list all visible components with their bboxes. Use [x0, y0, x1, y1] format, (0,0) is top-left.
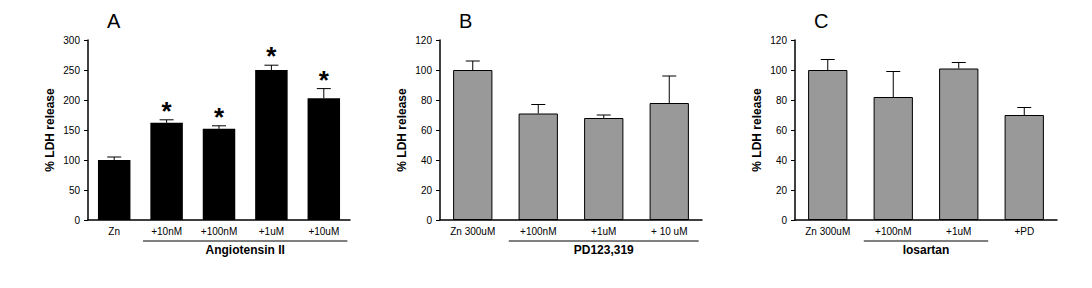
svg-text:+ 10 uM: + 10 uM [651, 226, 687, 237]
svg-text:A: A [107, 10, 121, 32]
svg-text:*: * [214, 102, 225, 132]
svg-text:*: * [162, 96, 173, 126]
svg-text:% LDH release: % LDH release [750, 88, 764, 172]
svg-text:+10uM: +10uM [308, 226, 339, 237]
svg-text:250: 250 [63, 65, 80, 76]
svg-text:*: * [266, 41, 277, 71]
svg-text:+100nM: +100nM [201, 226, 237, 237]
svg-text:200: 200 [63, 95, 80, 106]
svg-text:60: 60 [776, 125, 788, 136]
svg-text:100: 100 [415, 65, 432, 76]
svg-text:Angiotensin II: Angiotensin II [206, 243, 285, 257]
svg-text:20: 20 [776, 185, 788, 196]
svg-text:*: * [319, 65, 330, 95]
svg-text:Zn 300uM: Zn 300uM [450, 226, 495, 237]
svg-text:0: 0 [426, 215, 432, 226]
svg-text:80: 80 [776, 95, 788, 106]
svg-text:60: 60 [421, 125, 433, 136]
svg-text:losartan: losartan [903, 243, 950, 257]
svg-text:80: 80 [421, 95, 433, 106]
svg-text:20: 20 [421, 185, 433, 196]
svg-text:+1uM: +1uM [591, 226, 616, 237]
svg-text:120: 120 [415, 35, 432, 46]
svg-text:300: 300 [63, 35, 80, 46]
svg-text:% LDH release: % LDH release [395, 88, 409, 172]
svg-text:50: 50 [69, 185, 81, 196]
svg-text:+100nM: +100nM [875, 226, 911, 237]
svg-text:+1uM: +1uM [259, 226, 284, 237]
svg-text:% LDH release: % LDH release [43, 88, 57, 172]
svg-text:100: 100 [770, 65, 787, 76]
svg-text:40: 40 [421, 155, 433, 166]
svg-text:C: C [814, 10, 828, 32]
svg-text:Zn: Zn [108, 226, 120, 237]
svg-text:PD123,319: PD123,319 [574, 243, 634, 257]
svg-text:120: 120 [770, 35, 787, 46]
svg-text:+10nM: +10nM [151, 226, 182, 237]
svg-text:100: 100 [63, 155, 80, 166]
svg-text:+1uM: +1uM [946, 226, 971, 237]
svg-text:150: 150 [63, 125, 80, 136]
svg-text:0: 0 [781, 215, 787, 226]
svg-text:B: B [459, 10, 472, 32]
svg-text:Zn 300uM: Zn 300uM [805, 226, 850, 237]
svg-text:40: 40 [776, 155, 788, 166]
svg-text:+100nM: +100nM [520, 226, 556, 237]
svg-text:+PD: +PD [1014, 226, 1034, 237]
svg-text:0: 0 [74, 215, 80, 226]
